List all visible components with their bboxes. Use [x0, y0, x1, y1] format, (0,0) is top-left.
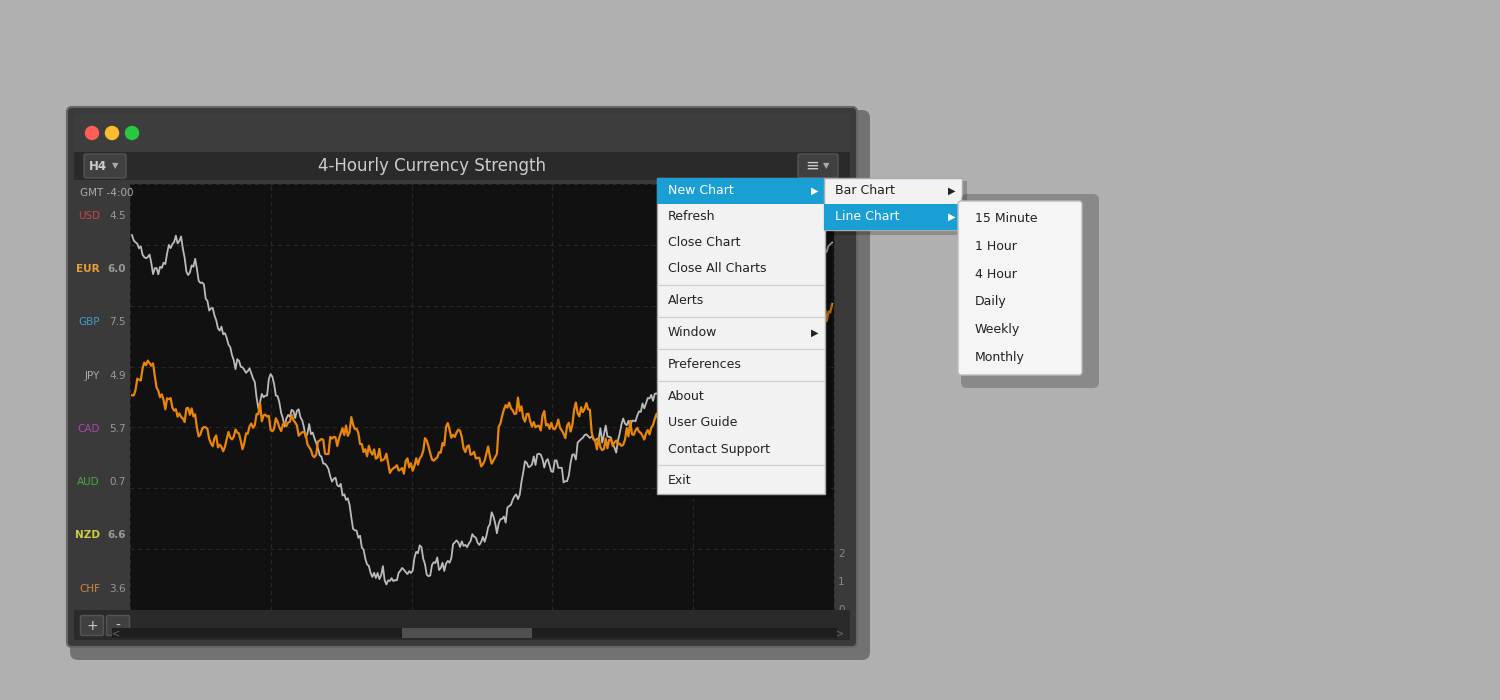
Text: 01:00: 01:00 — [748, 622, 778, 632]
Text: Close All Charts: Close All Charts — [668, 262, 766, 276]
Text: Close Chart: Close Chart — [668, 237, 741, 249]
Bar — [824, 204, 962, 230]
Text: 6.6: 6.6 — [108, 531, 126, 540]
Bar — [657, 178, 825, 494]
Text: NZD: NZD — [75, 531, 100, 540]
Text: 4-Hourly Currency Strength: 4-Hourly Currency Strength — [318, 157, 546, 175]
Bar — [402, 628, 532, 638]
Text: 1: 1 — [839, 577, 844, 587]
FancyBboxPatch shape — [84, 154, 126, 178]
Circle shape — [105, 127, 118, 139]
Text: 5.7: 5.7 — [110, 424, 126, 434]
Text: Contact Support: Contact Support — [668, 442, 770, 456]
FancyBboxPatch shape — [81, 615, 104, 636]
FancyBboxPatch shape — [106, 615, 129, 636]
Text: AUD: AUD — [78, 477, 101, 487]
Text: About: About — [668, 391, 705, 403]
Text: CHF: CHF — [80, 584, 100, 594]
Text: 0: 0 — [839, 605, 844, 615]
Text: 21:00: 21:00 — [186, 622, 216, 632]
FancyBboxPatch shape — [798, 154, 838, 178]
Text: Monthly: Monthly — [975, 351, 1024, 365]
FancyBboxPatch shape — [68, 107, 856, 647]
Bar — [130, 184, 834, 610]
Text: JPY: JPY — [84, 371, 100, 381]
Text: Window: Window — [668, 326, 717, 340]
Text: ▼: ▼ — [111, 162, 118, 171]
Text: 2: 2 — [839, 549, 844, 559]
Text: Exit: Exit — [668, 475, 692, 487]
Bar — [74, 152, 850, 180]
Text: 4.5: 4.5 — [110, 211, 126, 221]
Text: 4.9: 4.9 — [110, 371, 126, 381]
Text: ▶: ▶ — [948, 212, 956, 222]
Circle shape — [86, 127, 99, 139]
Text: -: - — [116, 619, 120, 633]
Text: Line Chart: Line Chart — [836, 211, 900, 223]
Text: 1 Hour: 1 Hour — [975, 239, 1017, 253]
Bar — [74, 114, 850, 152]
Bar — [657, 178, 825, 204]
FancyBboxPatch shape — [962, 194, 1100, 388]
Text: Daily: Daily — [975, 295, 1006, 309]
FancyBboxPatch shape — [70, 110, 870, 660]
Text: 6.0: 6.0 — [108, 264, 126, 274]
Text: New Chart: New Chart — [668, 185, 734, 197]
Text: GMT -4:00: GMT -4:00 — [80, 188, 134, 198]
Text: 22:00: 22:00 — [327, 622, 356, 632]
Text: GBP: GBP — [78, 318, 101, 328]
Text: ▼: ▼ — [822, 162, 830, 171]
Text: Bar Chart: Bar Chart — [836, 185, 896, 197]
Text: Weekly: Weekly — [975, 323, 1020, 337]
Text: CAD: CAD — [78, 424, 101, 434]
Text: 4 Hour: 4 Hour — [975, 267, 1017, 281]
Text: USD: USD — [78, 211, 101, 221]
Text: 0.7: 0.7 — [110, 477, 126, 487]
Text: >: > — [836, 628, 844, 638]
FancyBboxPatch shape — [660, 179, 832, 499]
Text: 12/16: 12/16 — [608, 622, 638, 632]
Text: ▶: ▶ — [948, 186, 956, 196]
Text: EUR: EUR — [76, 264, 101, 274]
Text: User Guide: User Guide — [668, 416, 738, 430]
Text: Refresh: Refresh — [668, 211, 716, 223]
FancyBboxPatch shape — [958, 201, 1082, 375]
Text: 7.5: 7.5 — [110, 318, 126, 328]
Text: 3.6: 3.6 — [110, 584, 126, 594]
Text: Preferences: Preferences — [668, 358, 742, 372]
FancyBboxPatch shape — [827, 181, 968, 235]
Text: <: < — [112, 628, 120, 638]
Text: ▶: ▶ — [812, 186, 819, 196]
Circle shape — [126, 127, 138, 139]
Bar — [112, 628, 837, 638]
Bar — [74, 610, 850, 640]
Text: +: + — [86, 619, 98, 633]
Text: 15 Minute: 15 Minute — [975, 211, 1038, 225]
Text: Alerts: Alerts — [668, 295, 705, 307]
Text: H4: H4 — [88, 160, 106, 172]
Text: ▶: ▶ — [812, 328, 819, 338]
Text: 23:00: 23:00 — [466, 622, 496, 632]
Text: ≡: ≡ — [806, 157, 819, 175]
Bar — [824, 178, 962, 230]
